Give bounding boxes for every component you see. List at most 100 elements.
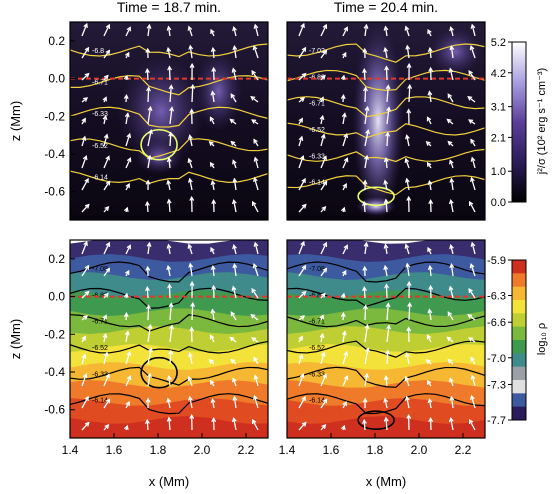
velocity-arrow xyxy=(364,373,368,387)
velocity-arrow-head xyxy=(125,269,130,275)
velocity-arrow-head xyxy=(470,138,475,144)
velocity-arrow xyxy=(469,201,476,213)
velocity-arrow-head xyxy=(187,375,193,382)
velocity-arrow-head xyxy=(189,62,195,68)
velocity-arrow xyxy=(364,24,368,37)
velocity-arrow xyxy=(450,46,454,59)
velocity-arrow-head xyxy=(298,353,304,359)
velocity-arrow xyxy=(363,69,366,81)
y-tick-label: 0.0 xyxy=(48,72,65,86)
colorbar-frame xyxy=(511,259,527,421)
velocity-arrow xyxy=(384,398,388,409)
velocity-arrow-head xyxy=(447,140,453,146)
velocity-arrow-head xyxy=(231,416,237,423)
velocity-arrow-head xyxy=(449,244,454,250)
velocity-arrow-head xyxy=(342,269,347,275)
contour-label: -6.33 xyxy=(309,371,325,378)
y-tick-label: -0.2 xyxy=(44,109,65,123)
velocity-arrow-head xyxy=(340,424,346,431)
velocity-arrow xyxy=(405,244,410,255)
velocity-arrow-head xyxy=(84,290,90,296)
velocity-arrow xyxy=(125,331,129,343)
velocity-arrow xyxy=(471,375,476,387)
colorbar-tick-label: 1.0 xyxy=(491,166,506,178)
velocity-arrow-head xyxy=(404,25,410,31)
velocity-arrow xyxy=(167,48,171,59)
velocity-arrow xyxy=(320,134,325,147)
velocity-arrow-head xyxy=(105,373,110,379)
velocity-arrow xyxy=(232,286,237,299)
colorbar-segment xyxy=(512,340,526,354)
velocity-arrow-head xyxy=(126,26,132,32)
velocity-arrow xyxy=(169,350,172,365)
x-tick-label: 1.8 xyxy=(367,443,384,457)
velocity-arrow-head xyxy=(83,22,88,29)
velocity-arrow-head xyxy=(187,157,193,164)
velocity-arrow xyxy=(298,422,307,431)
velocity-arrow-head xyxy=(84,177,89,183)
velocity-arrow-head xyxy=(251,200,257,206)
velocity-arrow-head xyxy=(84,395,89,401)
velocity-arrow-head xyxy=(146,304,151,310)
velocity-arrow-head xyxy=(319,114,325,121)
velocity-arrow xyxy=(103,399,111,409)
contour-line xyxy=(70,106,268,128)
velocity-arrow-head xyxy=(210,46,216,53)
velocity-arrow-head xyxy=(468,337,474,342)
velocity-arrow-head xyxy=(406,326,412,332)
velocity-arrow xyxy=(81,73,90,81)
velocity-arrow-head xyxy=(145,418,150,425)
panel-title-1: Time = 18.7 min. xyxy=(117,0,221,15)
velocity-arrow-head xyxy=(322,373,327,379)
velocity-arrow-head xyxy=(362,286,367,292)
velocity-arrow-head xyxy=(300,97,306,102)
velocity-arrow xyxy=(147,87,150,103)
velocity-arrow-head xyxy=(102,96,107,102)
velocity-arrow-head xyxy=(232,395,238,401)
velocity-arrow xyxy=(103,50,110,59)
contour-line xyxy=(70,314,268,332)
contour-line xyxy=(287,175,485,196)
velocity-arrow xyxy=(254,242,259,255)
velocity-arrow xyxy=(232,378,237,387)
velocity-arrow xyxy=(450,418,454,431)
velocity-arrow xyxy=(169,325,173,343)
velocity-arrow-head xyxy=(84,421,90,427)
contour-line xyxy=(70,138,268,159)
velocity-arrow xyxy=(146,69,149,81)
velocity-arrow-head xyxy=(166,46,172,53)
panel-top-right: -7.02 -6.89 -6.71 -6.52 -6.33 -6.14 xyxy=(287,22,485,220)
velocity-arrow-head xyxy=(105,241,111,247)
contour-line xyxy=(287,122,485,139)
velocity-arrow-head xyxy=(230,140,236,146)
velocity-arrow xyxy=(408,85,411,103)
velocity-arrow xyxy=(212,48,215,59)
velocity-arrow xyxy=(449,160,454,169)
contour-label: -6.71 xyxy=(309,319,325,326)
velocity-arrow xyxy=(81,178,89,191)
velocity-arrow xyxy=(191,303,194,321)
velocity-arrow-head xyxy=(232,177,238,183)
velocity-arrow xyxy=(250,314,259,321)
colorbar-tick-label: -7.3 xyxy=(487,379,506,391)
velocity-arrow-head xyxy=(84,264,90,270)
velocity-arrow-head xyxy=(166,375,172,381)
velocity-arrow-head xyxy=(386,324,392,330)
velocity-arrow-head xyxy=(322,49,328,55)
velocity-arrow xyxy=(468,70,476,81)
colorbar-segment xyxy=(512,393,526,408)
velocity-arrow xyxy=(384,180,388,191)
velocity-arrow-head xyxy=(252,45,258,51)
density-band xyxy=(70,416,268,438)
velocity-arrow xyxy=(81,136,86,147)
y-tick-label: 0.0 xyxy=(48,290,65,304)
velocity-arrow-head xyxy=(427,264,433,271)
velocity-arrow-head xyxy=(104,206,110,212)
velocity-arrow xyxy=(147,348,152,365)
velocity-arrow xyxy=(450,178,454,191)
x-axis-label-left: x (Mm) xyxy=(149,474,189,489)
velocity-arrow-head xyxy=(209,161,215,167)
velocity-arrow xyxy=(363,202,366,213)
velocity-arrow-head xyxy=(340,74,346,80)
colorbar-density-label: log₁₀ ρ xyxy=(536,323,548,355)
